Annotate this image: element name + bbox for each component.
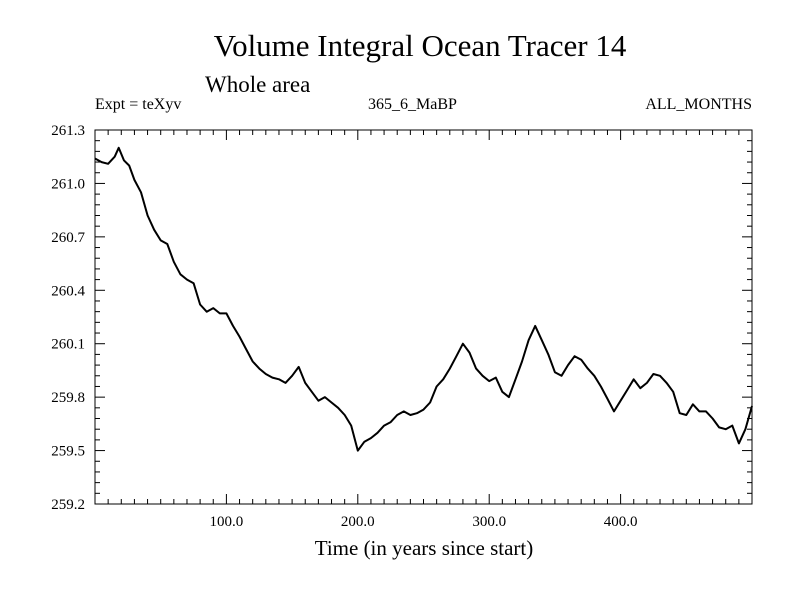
y-tick-label: 259.8 [51, 390, 85, 406]
x-axis-label: Time (in years since start) [315, 536, 534, 560]
x-tick-label: 200.0 [341, 514, 375, 530]
y-tick-label: 259.2 [51, 497, 85, 513]
data-line [94, 146, 753, 452]
x-tick-label: 100.0 [210, 514, 244, 530]
experiment-label: Expt = teXyv [95, 96, 182, 113]
x-tick-label: 400.0 [604, 514, 638, 530]
chart-title: Volume Integral Ocean Tracer 14 [213, 28, 627, 63]
plot-frame [94, 129, 753, 505]
period-label: 365_6_MaBP [368, 96, 457, 113]
y-tick-label: 260.7 [51, 230, 85, 246]
months-label: ALL_MONTHS [645, 96, 752, 113]
y-tick-label: 260.1 [51, 337, 85, 353]
y-tick-label: 259.5 [51, 444, 85, 460]
x-tick-label: 300.0 [472, 514, 506, 530]
y-tick-label: 261.3 [51, 123, 85, 139]
y-tick-label: 260.4 [51, 283, 85, 299]
y-tick-label: 261.0 [51, 176, 85, 192]
chart-subtitle: Whole area [205, 72, 311, 97]
